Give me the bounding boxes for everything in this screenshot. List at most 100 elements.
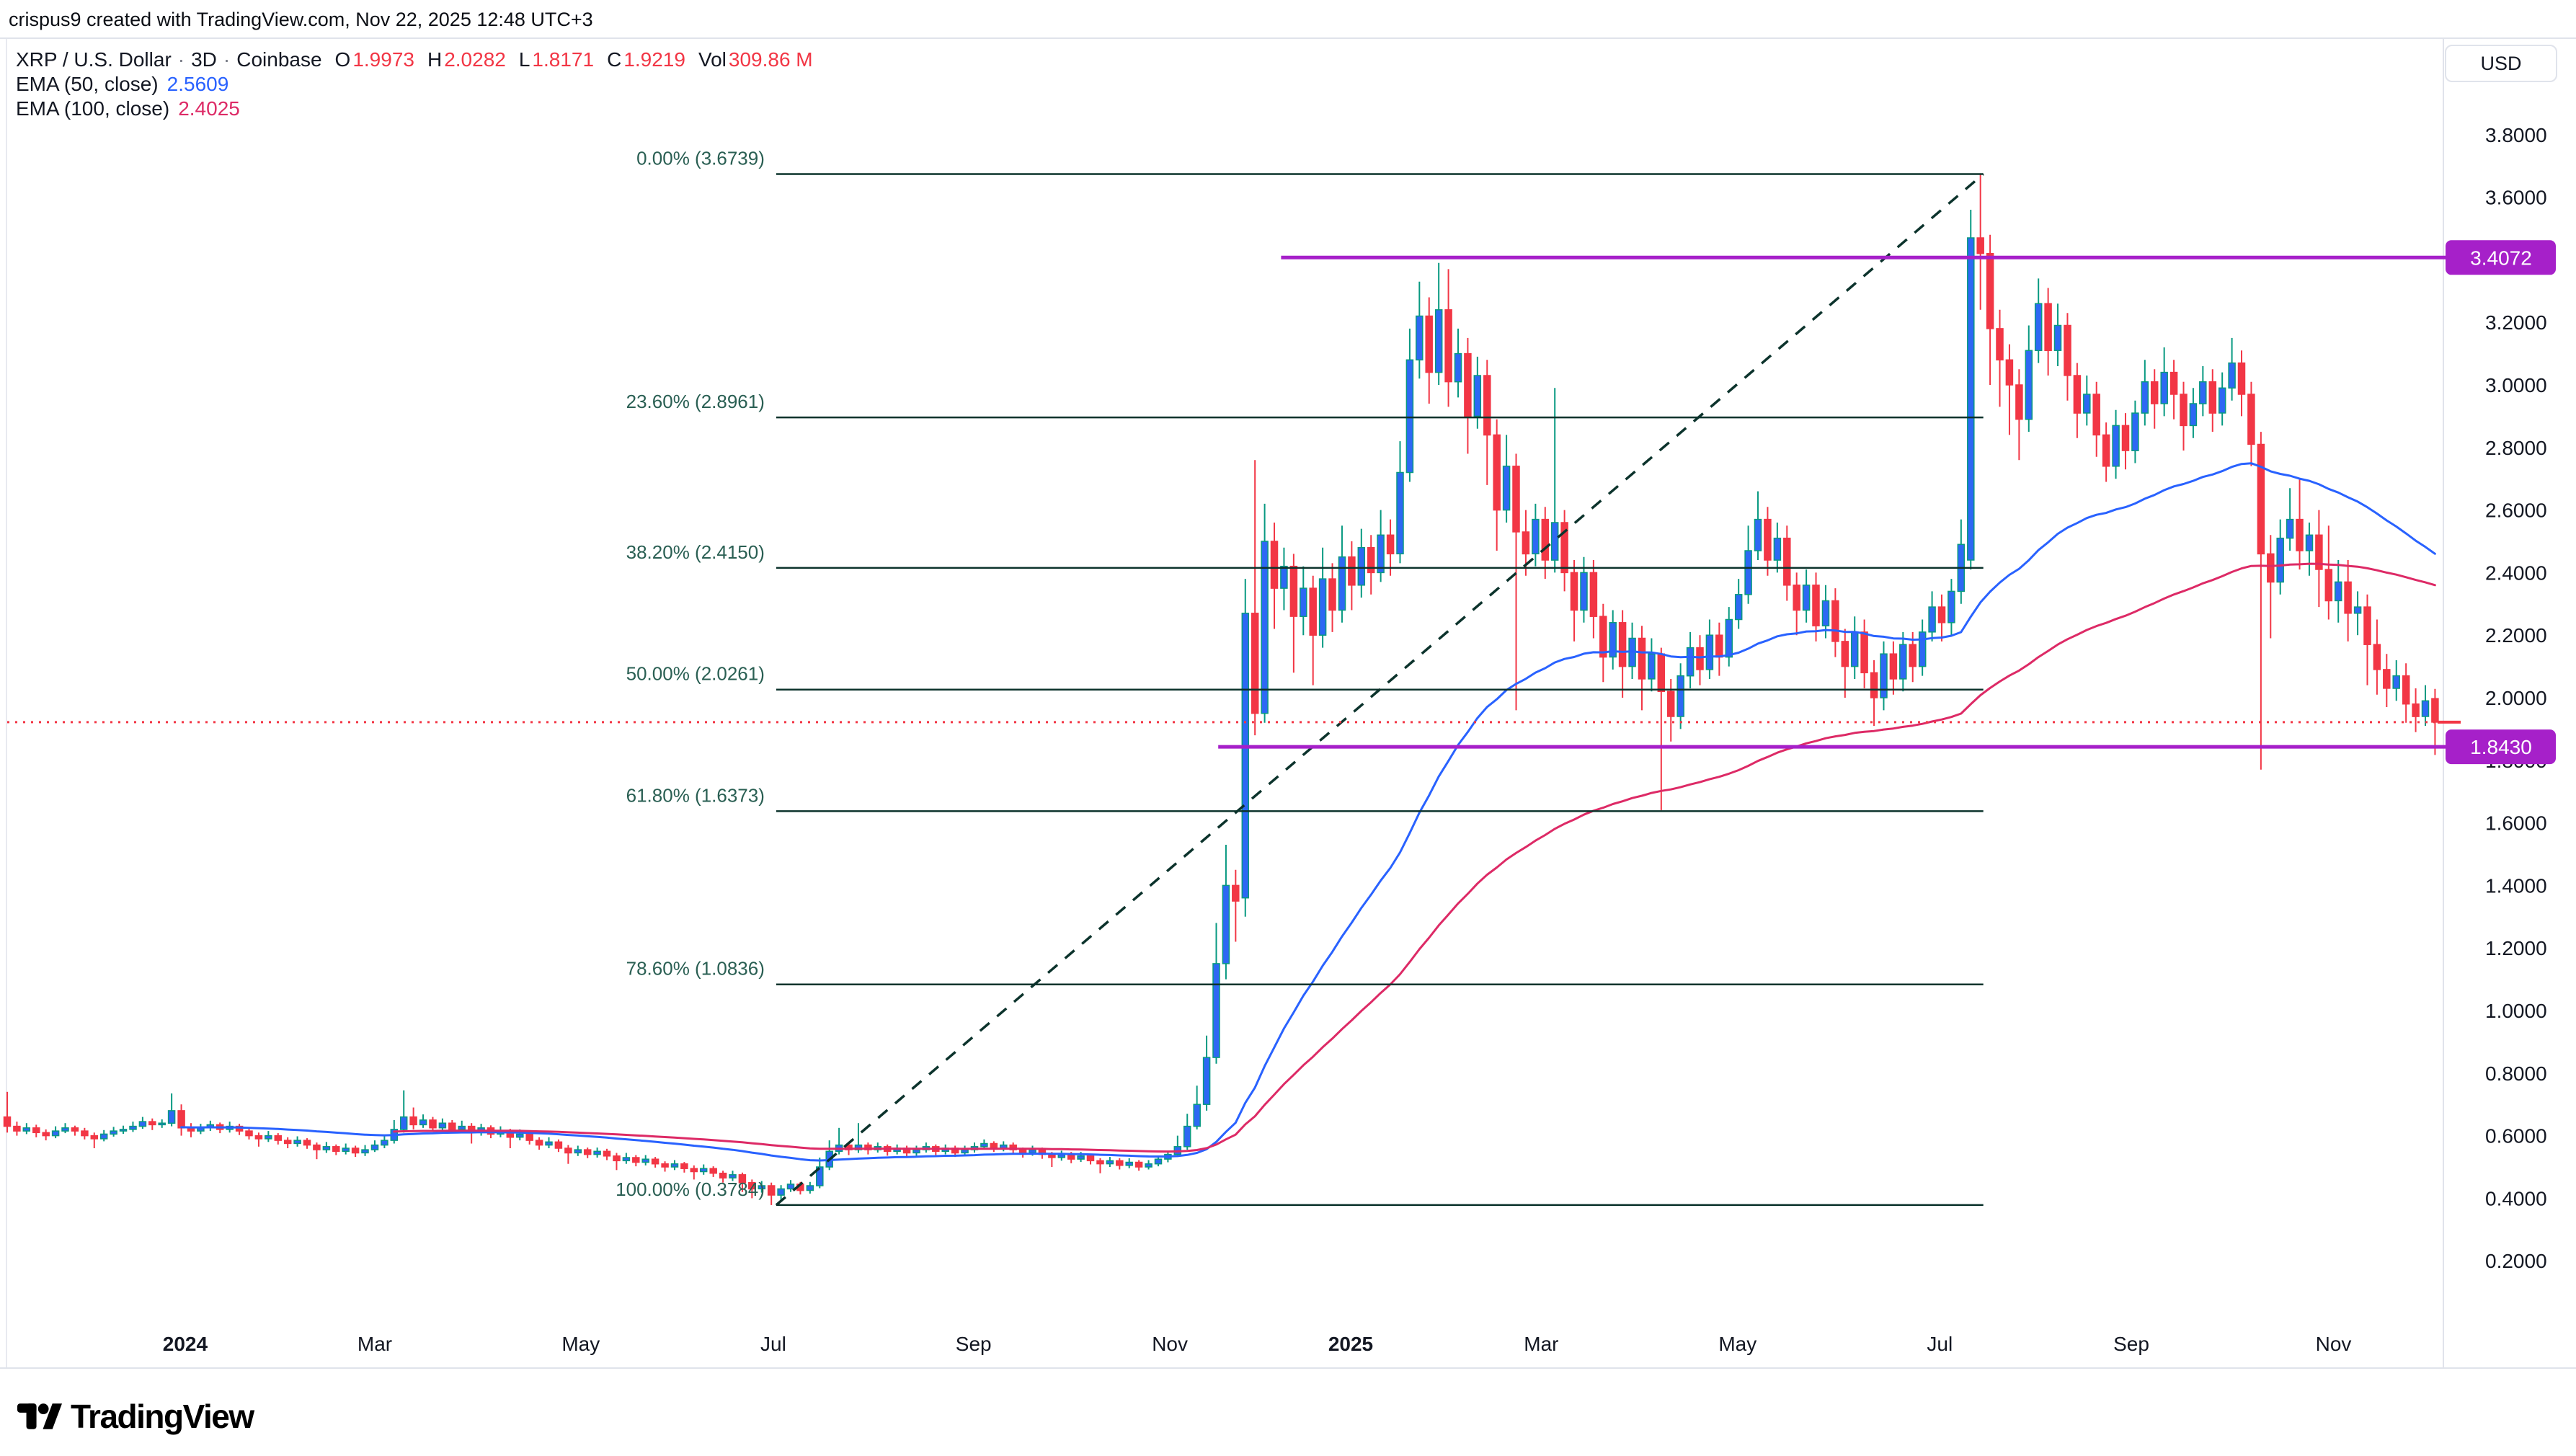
candle-body	[961, 1149, 969, 1154]
candle-body	[2083, 394, 2091, 414]
candle-body	[1300, 587, 1307, 617]
candle-body	[2392, 675, 2400, 689]
price-line-badge	[2446, 729, 2556, 765]
candle-body	[1764, 518, 1772, 561]
candle-body	[1696, 647, 1704, 670]
candle-body	[177, 1110, 185, 1129]
candle-body	[1937, 606, 1946, 623]
candle-body	[1648, 653, 1656, 680]
candle-body	[1280, 565, 1288, 589]
ema50-legend-row[interactable]: EMA (50, close) 2.5609	[16, 72, 813, 97]
symbol-interval: 3D	[191, 48, 217, 71]
candle-body	[254, 1135, 263, 1140]
fib-level-label: 38.20% (2.4150)	[626, 541, 765, 563]
price-scale[interactable]	[2443, 38, 2576, 1368]
candle-body	[2247, 394, 2255, 445]
candle-body	[1880, 653, 1888, 698]
candle-body	[1134, 1161, 1143, 1168]
tradingview-logo-text: TradingView	[71, 1398, 254, 1435]
candle-body	[1802, 585, 1811, 611]
candle-body	[2005, 359, 2014, 386]
candle-body	[1222, 884, 1230, 964]
volume-value: Vol 309.86 M	[698, 48, 813, 71]
currency-toggle-button[interactable]: USD	[2445, 45, 2557, 82]
ema100-legend-row[interactable]: EMA (100, close) 2.4025	[16, 97, 813, 121]
candle-body	[1734, 594, 1743, 621]
candle-body	[1676, 675, 1684, 717]
candle-body	[1309, 587, 1317, 636]
ohlc-close: C 1.9219	[607, 48, 685, 71]
candle-body	[2286, 518, 2294, 539]
candle-body	[81, 1130, 89, 1137]
candle-body	[32, 1127, 40, 1134]
candle-body	[1377, 534, 1385, 574]
candle-body	[1318, 578, 1327, 636]
time-scale[interactable]	[0, 1323, 2443, 1368]
candle-body	[1831, 600, 1839, 642]
candle-body	[2073, 375, 2082, 414]
candle-body	[1261, 541, 1269, 714]
candle-body	[1125, 1161, 1133, 1166]
candle-body	[1328, 578, 1336, 611]
candle-body	[806, 1185, 814, 1191]
fib-level-label: 0.00% (3.6739)	[636, 148, 765, 169]
dashed-trend-line[interactable]	[775, 173, 1984, 1207]
ema-50-line	[180, 462, 2436, 1162]
candle-body	[1396, 471, 1404, 555]
symbol-exchange: Coinbase	[236, 48, 322, 71]
candle-body	[1841, 641, 1849, 667]
fib-level-label: 61.80% (1.6373)	[626, 784, 765, 806]
candle-body	[129, 1125, 137, 1130]
candle-body	[2402, 675, 2410, 705]
candle-body	[2208, 381, 2217, 414]
candle-body	[2228, 362, 2236, 389]
candle-body	[2015, 384, 2023, 420]
candle-body	[1018, 1149, 1027, 1154]
candle-body	[1434, 309, 1443, 373]
candle-body	[2421, 700, 2430, 717]
price-tick-label: 1.6000	[2485, 812, 2547, 835]
candle-body	[1096, 1160, 1104, 1165]
tradingview-logo[interactable]: TradingView	[17, 1397, 254, 1436]
candle-body	[2334, 581, 2342, 602]
candle-body	[738, 1174, 747, 1184]
ohlc-high: H 2.0282	[427, 48, 506, 71]
candle-body	[1744, 550, 1752, 595]
attribution-text: crispus9 created with TradingView.com, N…	[9, 9, 593, 30]
legend-separator: ·	[177, 48, 185, 71]
candle-body	[1899, 644, 1907, 680]
candle-body	[1029, 1149, 1036, 1154]
candle-body	[1338, 556, 1346, 611]
candle-body	[1550, 522, 1559, 561]
candle-body	[361, 1149, 369, 1154]
candle-body	[1405, 359, 1414, 474]
candle-body	[651, 1158, 659, 1165]
price-tick-label: 0.6000	[2485, 1125, 2547, 1148]
candle-body	[42, 1132, 50, 1137]
candle-body	[670, 1163, 679, 1168]
candle-body	[748, 1181, 756, 1190]
ema50-label: EMA (50, close)	[16, 73, 159, 95]
candle-body	[1967, 237, 1975, 561]
candle-body	[51, 1130, 60, 1137]
candle-body	[1444, 309, 1452, 383]
fib-level-label: 100.00% (0.3784)	[616, 1178, 765, 1200]
candle-body	[1686, 647, 1695, 677]
symbol-legend-row[interactable]: XRP / U.S. Dollar · 3D · Coinbase O 1.997…	[16, 48, 813, 72]
candle-body	[409, 1116, 417, 1126]
candle-body	[342, 1148, 350, 1153]
candle-body	[2112, 425, 2120, 467]
candle-body	[2064, 324, 2071, 376]
candle-body	[2044, 303, 2052, 352]
candle-body	[1086, 1155, 1095, 1162]
time-tick-label: Jul	[760, 1333, 786, 1355]
time-tick-label: 2025	[1328, 1333, 1373, 1355]
candle-body	[167, 1110, 176, 1124]
candle-body	[2305, 534, 2314, 551]
price-line-badge-value: 1.8430	[2470, 736, 2532, 758]
candle-body	[1348, 556, 1356, 586]
candle-body	[303, 1140, 311, 1146]
candle-body	[661, 1163, 669, 1168]
candle-body	[2141, 381, 2149, 414]
